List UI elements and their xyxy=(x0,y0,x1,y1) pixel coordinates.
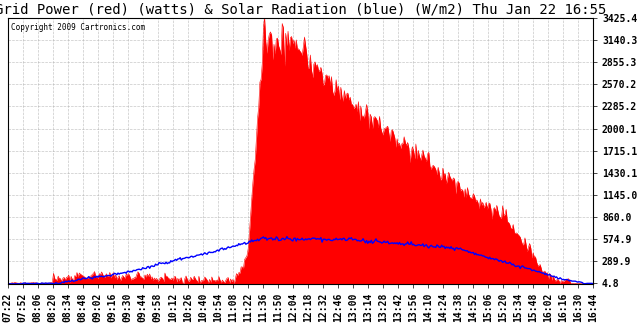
Text: Copyright 2009 Cartronics.com: Copyright 2009 Cartronics.com xyxy=(11,23,145,32)
Title: Grid Power (red) (watts) & Solar Radiation (blue) (W/m2) Thu Jan 22 16:55: Grid Power (red) (watts) & Solar Radiati… xyxy=(0,3,606,17)
